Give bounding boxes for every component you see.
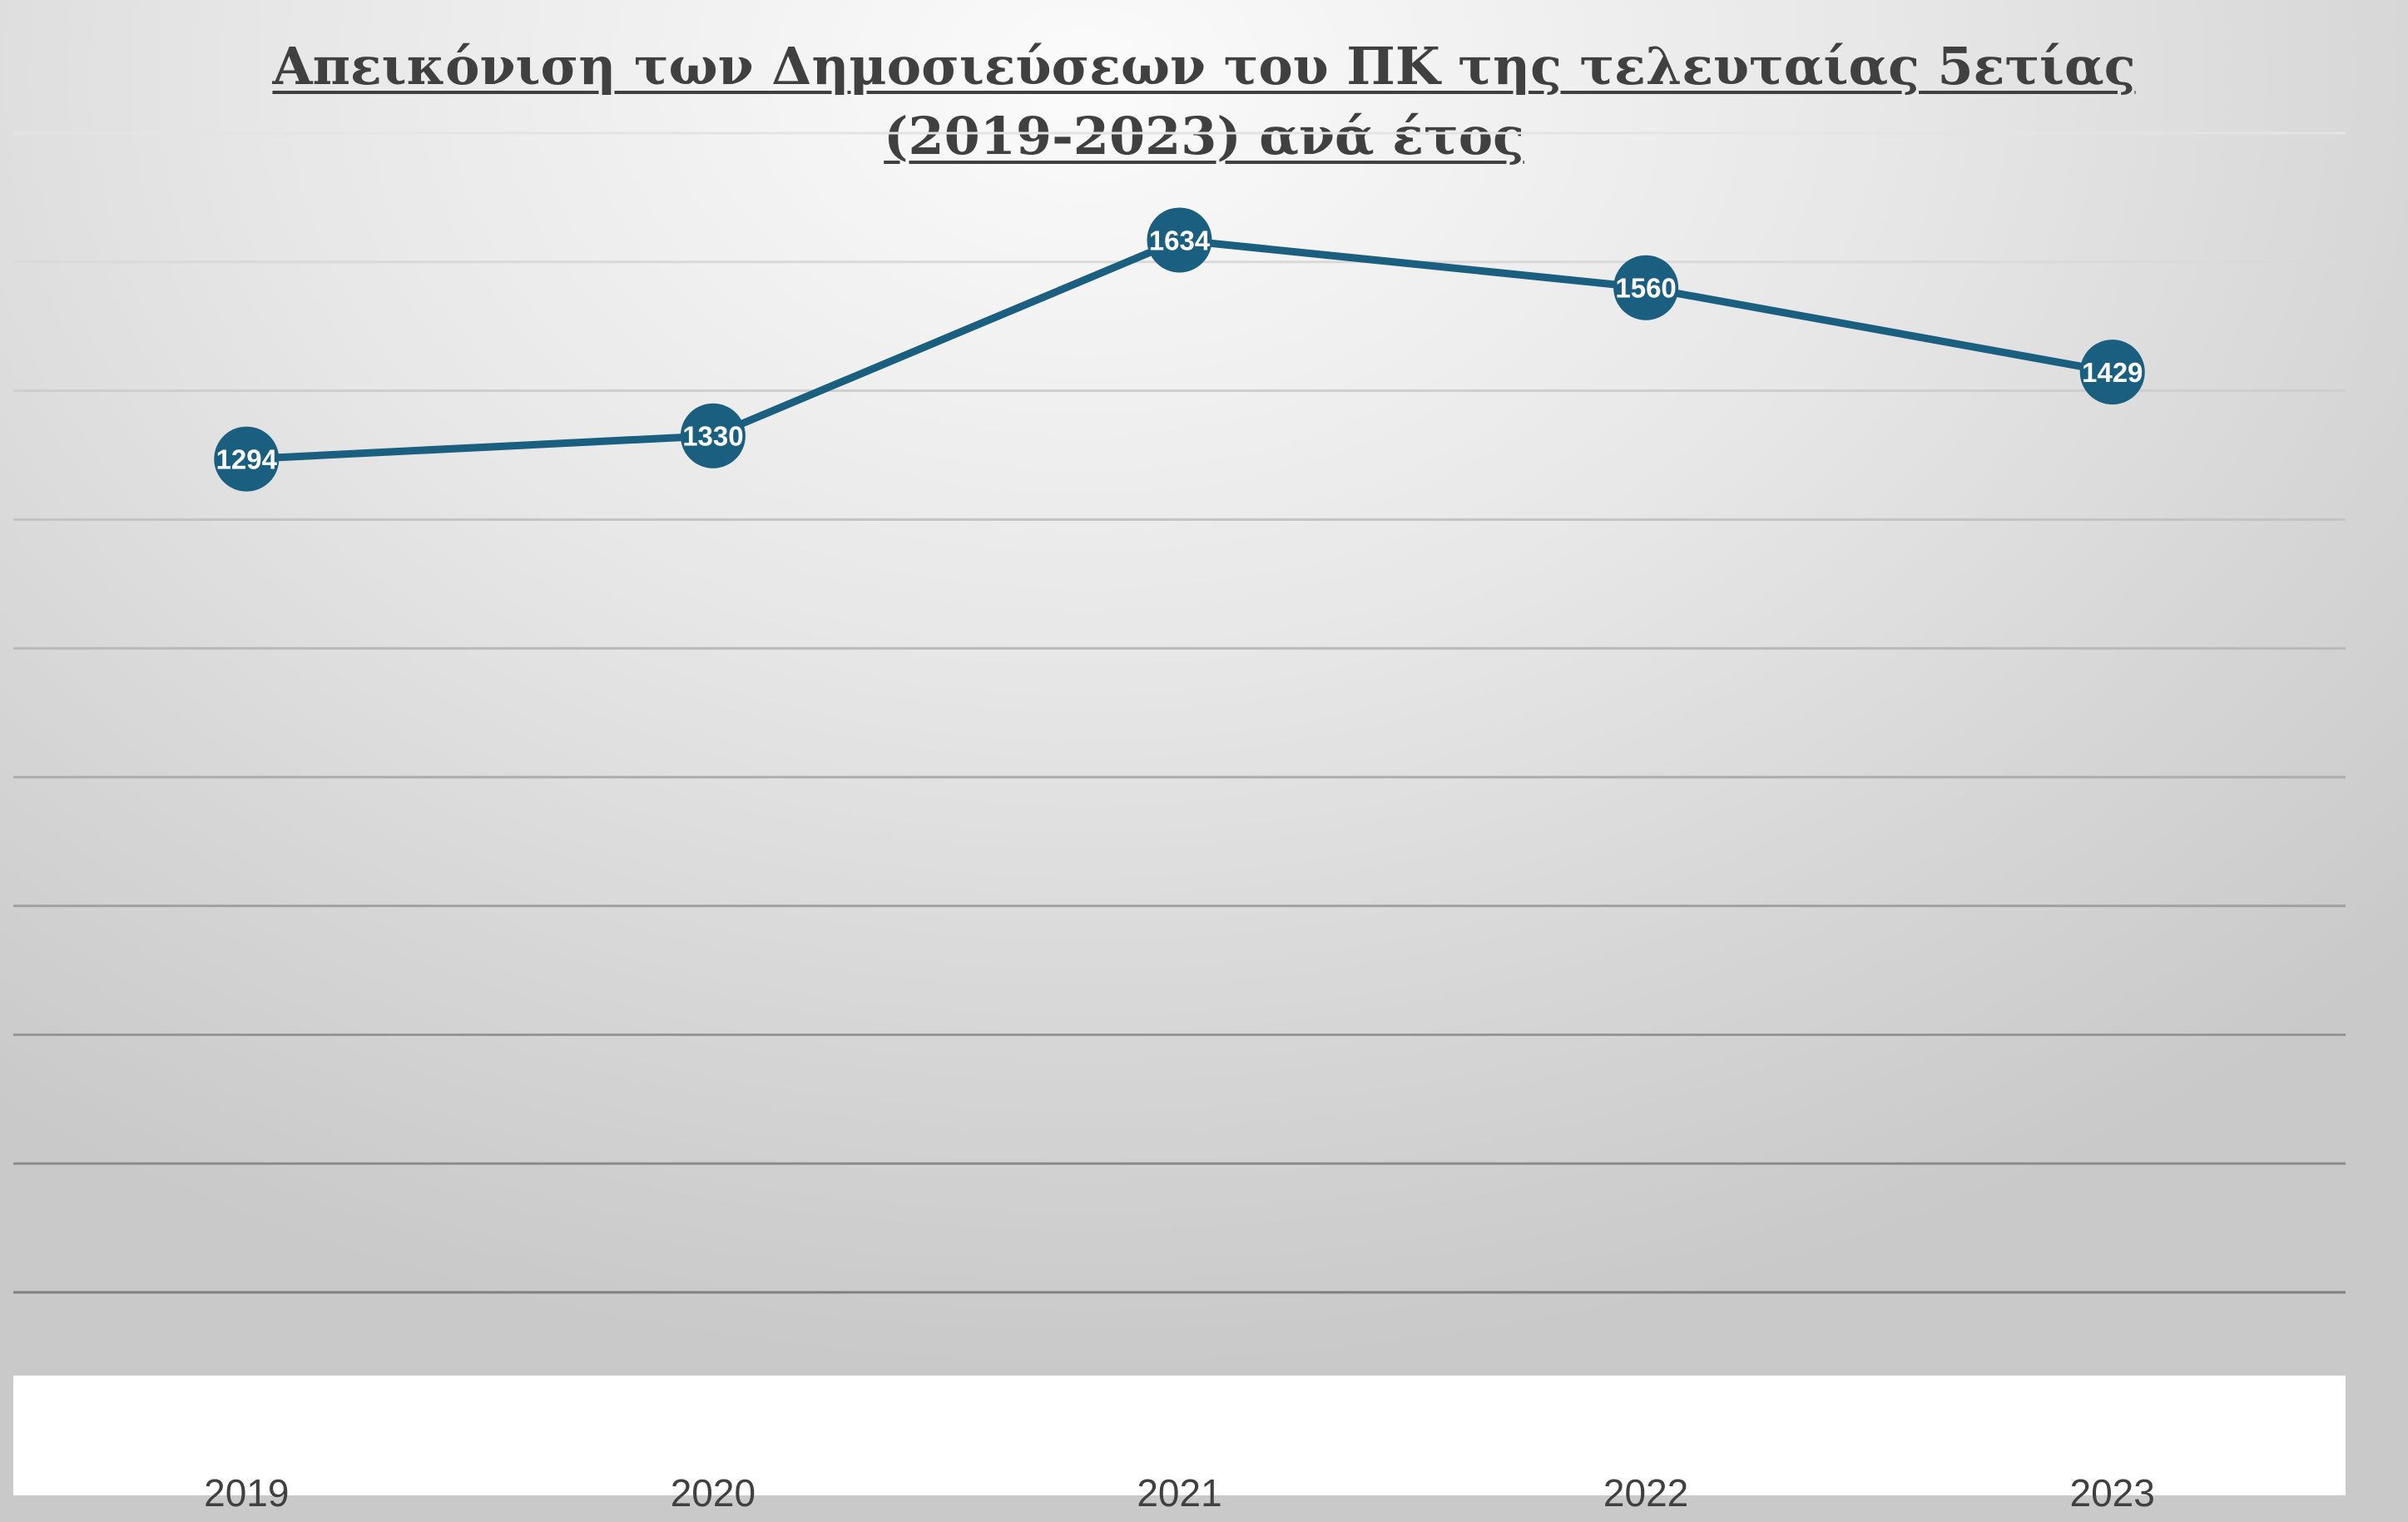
data-point-marker: [680, 403, 746, 468]
data-label: 1560: [1615, 273, 1676, 304]
data-label: 1294: [216, 444, 278, 475]
x-tick-label: 2023: [2070, 1471, 2155, 1515]
data-point-marker: [1613, 255, 1679, 320]
gridlines: [13, 131, 2346, 1294]
data-label: 1330: [682, 421, 743, 452]
chart-title: Απεικόνιση των Δημοσιεύσεων του ΠΚ της τ…: [0, 32, 2408, 171]
data-point-marker: [2079, 340, 2145, 405]
series-polyline: [246, 235, 2113, 464]
x-axis-labels: 2019 2020 2021 2022 2023: [204, 1471, 2155, 1515]
data-label: 1634: [1149, 225, 1211, 255]
data-point-marker: [214, 426, 280, 492]
x-tick-label: 2022: [1603, 1471, 1688, 1515]
x-tick-label: 2020: [671, 1471, 756, 1515]
data-point-marker: [1147, 207, 1212, 273]
chart-title-line2: (2019-2023) ανά έτος: [884, 106, 1524, 166]
series-line: [246, 235, 2113, 464]
chart-title-line1: Απεικόνιση των Δημοσιεύσεων του ΠΚ της τ…: [272, 36, 2136, 97]
x-tick-label: 2019: [204, 1471, 289, 1515]
category-axis-band: [13, 1376, 2346, 1495]
x-tick-label: 2021: [1137, 1471, 1221, 1515]
data-label: 1429: [2082, 357, 2143, 388]
data-markers: 1294 1330 1634 1560 1429: [214, 207, 2145, 492]
